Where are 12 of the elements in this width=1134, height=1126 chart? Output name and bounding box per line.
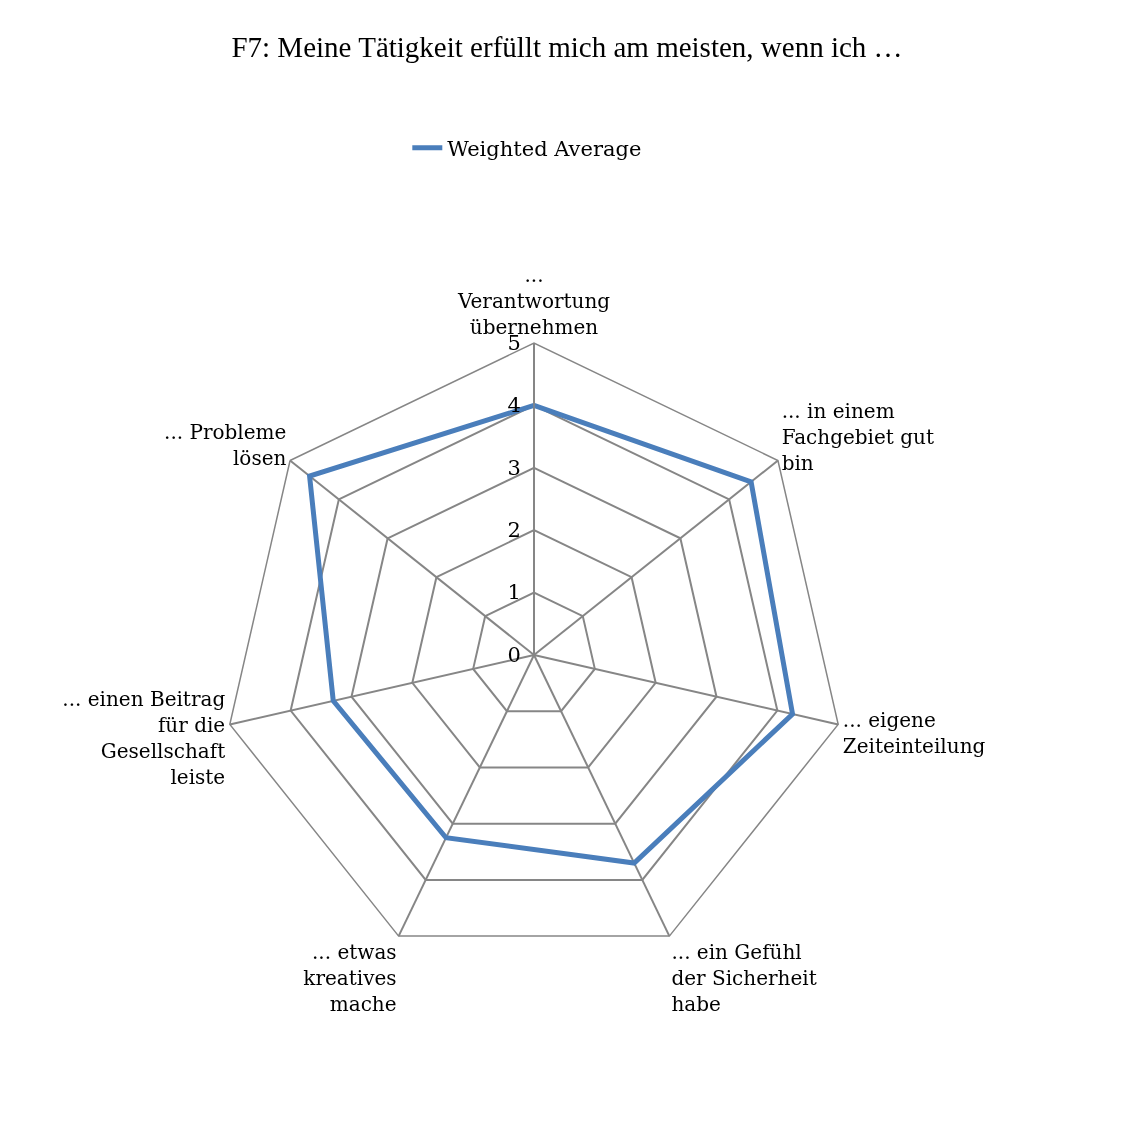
spoke-label: ... Probleme lösen	[164, 420, 287, 471]
y-tick-label: 0	[507, 642, 521, 667]
spoke-label: ... einen Beitrag für die Gesellschaft leiste	[62, 687, 226, 790]
spoke-label: ... in einem Fachgebiet gut bin	[781, 399, 934, 476]
spoke-label: ... ein Gefühl der Sicherheit habe	[671, 939, 817, 1016]
chart-title: F7: Meine Tätigkeit erfüllt mich am meisten, wenn ich …	[231, 31, 903, 64]
y-tick-label: 1	[507, 580, 521, 605]
y-tick-label: 3	[507, 455, 521, 480]
y-tick-label: 2	[507, 518, 521, 543]
spoke-label: ... etwas kreatives mache	[303, 939, 397, 1016]
legend-label: Weighted Average	[447, 136, 642, 161]
spoke-label: ... eigene Zeiteinteilung	[842, 707, 986, 758]
